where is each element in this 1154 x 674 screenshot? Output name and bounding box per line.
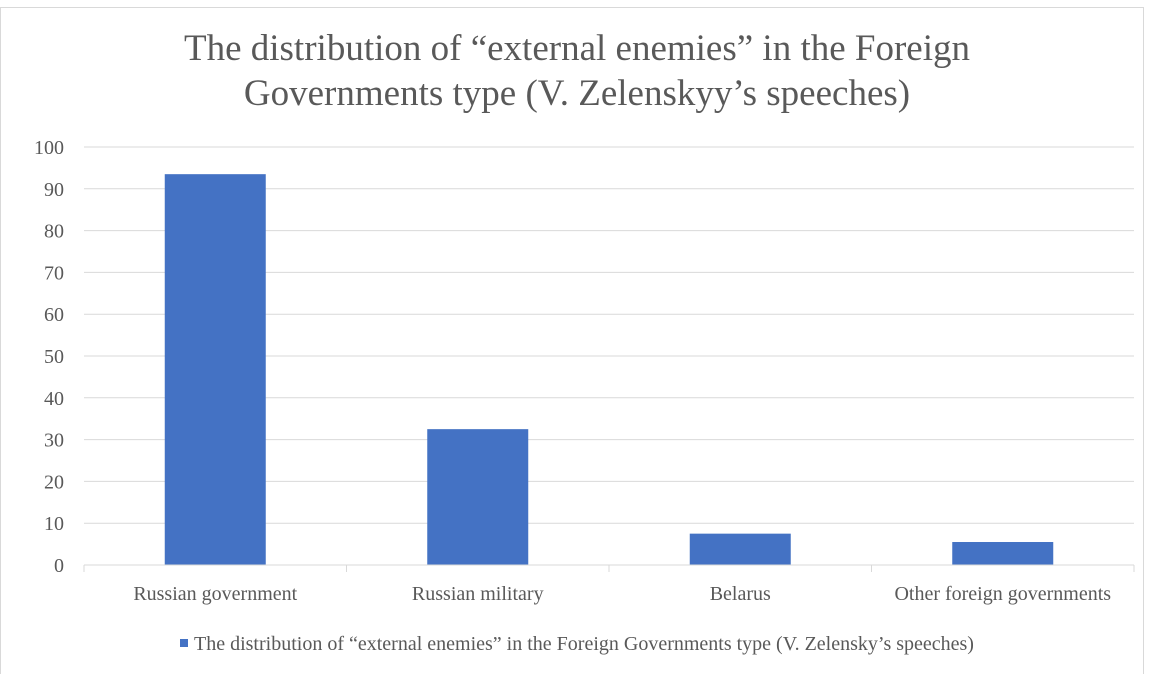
x-category-label: Other foreign governments	[894, 583, 1111, 605]
x-axis-category-labels: Russian government Russian military Belaru…	[133, 583, 1111, 605]
legend-swatch	[180, 639, 188, 647]
y-tick-label: 60	[44, 304, 64, 326]
bar	[164, 174, 266, 566]
y-tick-label: 50	[44, 346, 64, 368]
y-tick-label: 70	[44, 262, 64, 284]
y-tick-label: 40	[44, 388, 64, 410]
chart-title-line-1: The distribution of “external enemies” i…	[183, 28, 970, 69]
y-tick-label: 10	[44, 513, 64, 535]
legend-label: The distribution of “external enemies” i…	[194, 633, 974, 655]
chart-title: The distribution of “external enemies” i…	[0, 26, 1154, 116]
y-tick-label: 0	[54, 555, 64, 577]
y-tick-label: 30	[44, 430, 64, 452]
x-category-label: Russian government	[133, 583, 297, 605]
y-tick-label: 20	[44, 471, 64, 493]
x-axis	[83, 564, 1135, 572]
y-axis-tick-labels: 0 10 20 30 40 50 60 70 80 90 100	[34, 137, 64, 577]
y-tick-label: 90	[44, 179, 64, 201]
x-category-label: Russian military	[412, 583, 544, 605]
bar	[427, 429, 529, 565]
y-tick-label: 80	[44, 221, 64, 243]
bars	[164, 174, 1054, 566]
x-category-label: Belarus	[710, 583, 771, 605]
bar	[952, 542, 1054, 565]
y-tick-label: 100	[34, 137, 64, 159]
bar	[689, 533, 791, 565]
chart-title-line-2: Governments type (V. Zelenskyy’s speeche…	[243, 73, 911, 114]
legend: The distribution of “external enemies” i…	[0, 631, 1154, 657]
